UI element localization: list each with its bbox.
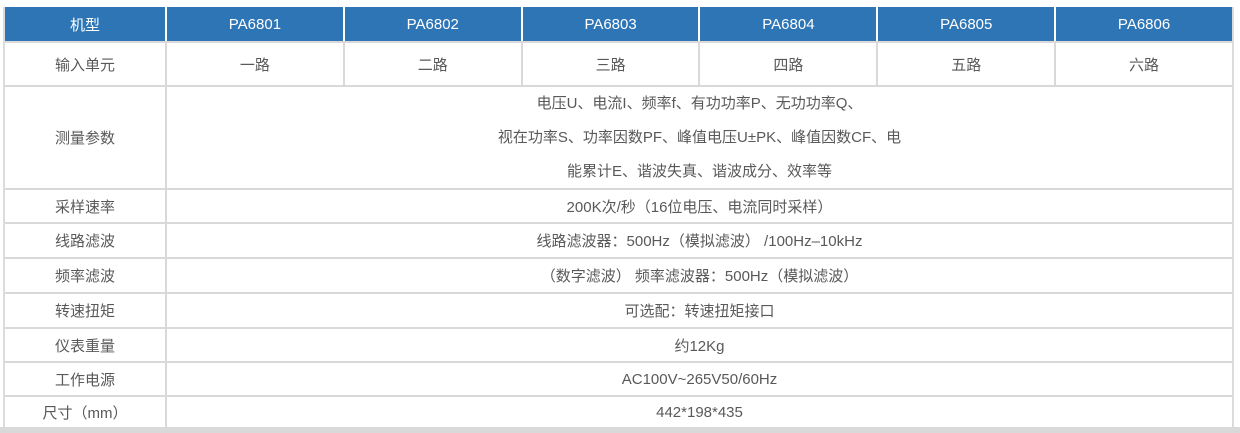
row-value: AC100V~265V50/60Hz — [621, 370, 778, 388]
table-row-dimensions: 尺寸（mm） 442*198*435 — [5, 397, 1232, 427]
header-cell-pa6806: PA6806 — [1056, 7, 1232, 41]
row-value: 线路滤波器：500Hz（模拟滤波） /100Hz–10kHz — [536, 233, 863, 250]
table-row-sampling-rate: 采样速率 200K次/秒（16位电压、电流同时采样） — [5, 190, 1232, 224]
header-cell-pa6801: PA6801 — [167, 7, 345, 41]
row-label: 输入单元 — [5, 43, 167, 85]
header-cell-model-label: 机型 — [5, 7, 167, 41]
measure-params-line-2: 视在功率S、功率因数PF、峰值电压U±PK、峰值因数CF、电 — [497, 128, 902, 146]
row-value: 可选配：转速扭矩接口 — [624, 303, 775, 320]
table-row-frequency-filter: 频率滤波 （数字滤波） 频率滤波器：500Hz（模拟滤波） — [5, 259, 1232, 294]
table-row-input-unit: 输入单元 一路 二路 三路 四路 五路 六路 — [5, 43, 1232, 87]
row-value: 约12Kg — [674, 337, 725, 355]
bottom-divider-bar — [0, 427, 1240, 433]
row-label: 尺寸（mm） — [5, 397, 167, 427]
row-label: 采样速率 — [5, 190, 167, 222]
header-cell-pa6803: PA6803 — [522, 7, 701, 41]
row-label: 转速扭矩 — [5, 294, 167, 327]
row-label: 测量参数 — [5, 87, 167, 188]
table-row-speed-torque: 转速扭矩 可选配：转速扭矩接口 — [5, 294, 1232, 329]
row-label: 工作电源 — [5, 363, 167, 395]
table-row-power-supply: 工作电源 AC100V~265V50/60Hz — [5, 363, 1232, 397]
spec-table: 机型 PA6801 PA6802 PA6803 PA6804 PA6805 PA… — [3, 7, 1234, 427]
header-cell-pa6805: PA6805 — [878, 7, 1057, 41]
row-value: （数字滤波） 频率滤波器：500Hz（模拟滤波） — [540, 268, 859, 285]
measure-params-value: 电压U、电流I、频率f、有功功率P、无功功率Q、 视在功率S、功率因数PF、峰值… — [167, 87, 1232, 188]
row-label: 仪表重量 — [5, 329, 167, 361]
row-value: 200K次/秒（16位电压、电流同时采样） — [566, 198, 833, 216]
measure-params-line-1: 电压U、电流I、频率f、有功功率P、无功功率Q、 — [536, 94, 863, 112]
input-unit-value: 四路 — [700, 43, 879, 85]
input-unit-value: 五路 — [878, 43, 1057, 85]
table-row-line-filter: 线路滤波 线路滤波器：500Hz（模拟滤波） /100Hz–10kHz — [5, 224, 1232, 259]
row-label: 线路滤波 — [5, 224, 167, 257]
row-value: 442*198*435 — [656, 403, 743, 421]
table-row-weight: 仪表重量 约12Kg — [5, 329, 1232, 363]
table-header-row: 机型 PA6801 PA6802 PA6803 PA6804 PA6805 PA… — [5, 7, 1232, 43]
input-unit-value: 三路 — [523, 43, 701, 85]
input-unit-value: 一路 — [167, 43, 345, 85]
input-unit-value: 二路 — [345, 43, 523, 85]
input-unit-value: 六路 — [1129, 56, 1160, 74]
row-label: 频率滤波 — [5, 259, 167, 292]
measure-params-line-3: 能累计E、谐波失真、谐波成分、效率等 — [566, 162, 832, 180]
table-row-measure-params: 测量参数 电压U、电流I、频率f、有功功率P、无功功率Q、 视在功率S、功率因数… — [5, 87, 1232, 190]
header-cell-pa6802: PA6802 — [344, 7, 523, 41]
header-cell-pa6804: PA6804 — [700, 7, 879, 41]
